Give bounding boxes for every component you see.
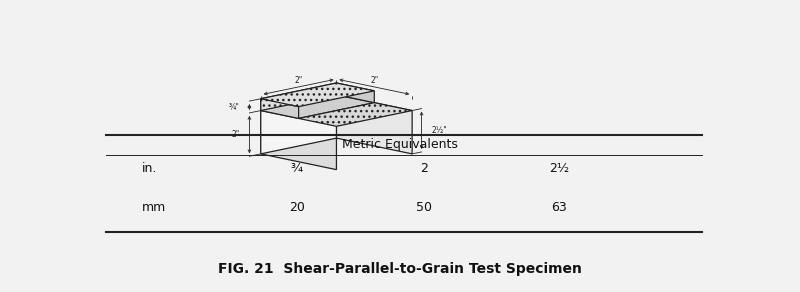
Polygon shape <box>261 95 337 154</box>
Text: in.: in. <box>142 162 157 175</box>
Polygon shape <box>298 103 412 126</box>
Text: 2½": 2½" <box>431 126 447 135</box>
Polygon shape <box>261 83 337 111</box>
Polygon shape <box>337 83 374 103</box>
Text: 2": 2" <box>232 130 240 139</box>
Text: 2: 2 <box>420 162 428 175</box>
Polygon shape <box>337 95 412 154</box>
Polygon shape <box>261 99 298 119</box>
Text: mm: mm <box>142 201 166 214</box>
Text: ¾: ¾ <box>290 162 302 175</box>
Text: FIG. 21  Shear-Parallel-to-Grain Test Specimen: FIG. 21 Shear-Parallel-to-Grain Test Spe… <box>218 262 582 276</box>
Polygon shape <box>261 111 337 170</box>
Text: 50: 50 <box>416 201 432 214</box>
Text: Metric Equivalents: Metric Equivalents <box>342 138 458 151</box>
Polygon shape <box>261 83 374 107</box>
Text: 2": 2" <box>294 76 302 85</box>
Text: ¾": ¾" <box>229 102 240 112</box>
Text: 2½: 2½ <box>549 162 569 175</box>
Text: 2": 2" <box>370 76 378 85</box>
Text: 20: 20 <box>289 201 305 214</box>
Text: 63: 63 <box>551 201 566 214</box>
Polygon shape <box>261 95 374 119</box>
